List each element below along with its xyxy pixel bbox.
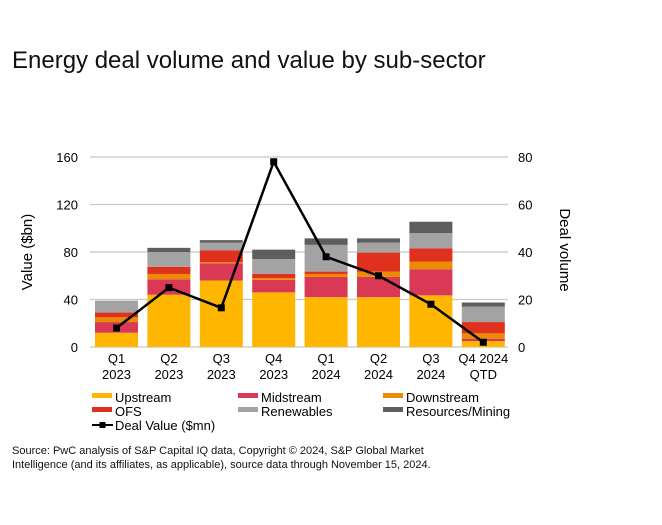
y-axis-label: Value ($bn): [19, 214, 36, 290]
x-tick-label: Q3: [422, 351, 439, 366]
bar-segment-ofs: [147, 266, 191, 274]
y-tick-label: 0: [71, 340, 78, 355]
chart-title: Energy deal volume and value by sub-sect…: [12, 47, 486, 74]
x-tick-label: Q4 2024: [458, 351, 508, 366]
y-tick-label: 40: [64, 293, 78, 308]
x-tick-label: Q2: [370, 351, 387, 366]
y2-tick-label: 0: [518, 340, 525, 355]
bar-segment-downstream: [199, 262, 243, 264]
bar-segment-ofs: [461, 322, 505, 334]
bar-segment-resources-mining: [147, 247, 191, 252]
bar-segment-renewables: [409, 233, 453, 249]
y2-tick-label: 60: [518, 198, 532, 213]
bar-segment-renewables: [95, 300, 138, 313]
source-note: Source: PwC analysis of S&P Capital IQ d…: [12, 444, 431, 472]
bar-segment-resources-mining: [304, 238, 348, 245]
legend-label: Resources/Mining: [406, 404, 510, 419]
legend-swatch: [92, 407, 112, 412]
y-tick-label: 160: [56, 150, 78, 165]
bar-segment-resources-mining: [252, 249, 296, 260]
bar-segment-ofs: [95, 312, 138, 318]
bar-segment-resources-mining: [357, 238, 400, 243]
legend-label: OFS: [115, 404, 142, 419]
bar-segment-midstream: [357, 276, 400, 298]
bar-segment-upstream: [199, 280, 243, 347]
bar-segment-downstream: [461, 333, 505, 339]
bar-segment-downstream: [95, 317, 138, 323]
y-tick-label: 120: [56, 198, 78, 213]
deal-marker: [427, 300, 435, 308]
bar-segment-downstream: [409, 261, 453, 270]
bar-segment-downstream: [304, 273, 348, 277]
deal-marker: [217, 304, 225, 312]
source-line-2: Intelligence (and its affiliates, as app…: [12, 459, 431, 471]
x-tick-label: Q1: [317, 351, 334, 366]
bar-segment-upstream: [147, 294, 191, 347]
bar-segment-midstream: [252, 279, 296, 293]
deal-line: [115, 158, 485, 344]
bar-segment-ofs: [252, 273, 296, 279]
bar-segment-ofs: [409, 248, 453, 262]
bar-segment-renewables: [147, 252, 191, 267]
bar-segment-renewables: [252, 259, 296, 274]
x-tick-label: 2023: [259, 367, 288, 382]
legend-label: Midstream: [261, 390, 322, 405]
deal-marker: [165, 284, 173, 292]
legend-swatch: [383, 393, 403, 398]
legend-label: Downstream: [406, 390, 479, 405]
x-tick-label: 2024: [312, 367, 341, 382]
bar-segment-upstream: [252, 292, 296, 347]
deal-marker: [113, 324, 120, 332]
bar-segment-resources-mining: [461, 302, 505, 307]
bar-segment-resources-mining: [409, 221, 453, 233]
deal-marker: [375, 272, 382, 280]
legend-label: Renewables: [261, 404, 333, 419]
legend-swatch: [238, 407, 258, 412]
bar-segment-midstream: [304, 276, 348, 298]
bar-segment-upstream: [95, 332, 138, 347]
deal-marker: [270, 158, 278, 166]
bar-segment-midstream: [409, 269, 453, 296]
legend-label: Deal Value ($mn): [115, 418, 215, 433]
source-line-1: Source: PwC analysis of S&P Capital IQ d…: [12, 445, 424, 457]
legend-swatch: [383, 407, 403, 412]
x-tick-label: Q1: [108, 351, 125, 366]
y2-tick-label: 80: [518, 150, 532, 165]
bar-segment-ofs: [199, 250, 243, 263]
x-tick-label: Q4: [265, 351, 282, 366]
bar-segment-ofs: [357, 252, 400, 272]
bar-segment-ofs: [304, 271, 348, 274]
bar-segment-renewables: [357, 242, 400, 253]
x-tick-label: Q2: [160, 351, 177, 366]
y2-tick-label: 40: [518, 245, 532, 260]
x-tick-label: 2023: [102, 367, 131, 382]
y2-tick-label: 20: [518, 293, 532, 308]
bar-segment-upstream: [304, 297, 348, 347]
y-tick-label: 80: [64, 245, 78, 260]
bar-segment-renewables: [199, 242, 243, 251]
x-tick-label: 2023: [207, 367, 236, 382]
legend-swatch: [92, 393, 112, 398]
deal-marker: [479, 338, 487, 346]
chart-svg: 0 40 80 120 160 0 20 40 60 80 Value ($bn) Deal volu…: [19, 150, 573, 433]
deal-marker: [322, 253, 330, 261]
legend-line-marker: [99, 422, 106, 428]
x-tick-label: Q3: [213, 351, 230, 366]
x-tick-label: QTD: [470, 367, 497, 382]
bar-segment-renewables: [461, 306, 505, 323]
legend-swatch: [238, 393, 258, 398]
x-tick-label: 2024: [416, 367, 445, 382]
legend-label: Upstream: [115, 390, 171, 405]
bar-segment-downstream: [147, 273, 191, 280]
x-tick-label: 2023: [154, 367, 183, 382]
y2-axis-label: Deal volume: [556, 208, 573, 291]
x-tick-label: 2024: [364, 367, 393, 382]
bar-segment-upstream: [357, 297, 400, 347]
bar-segment-downstream: [252, 278, 296, 280]
bar-segment-resources-mining: [199, 240, 243, 243]
